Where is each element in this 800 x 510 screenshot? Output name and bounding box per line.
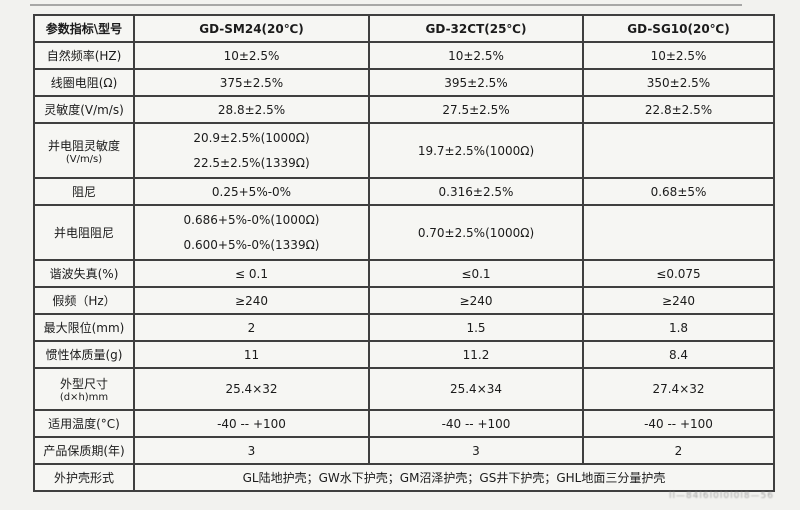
- row-label: 阻尼: [33, 177, 135, 206]
- spec-cell: 0.68±5%: [582, 177, 775, 206]
- spec-cell: 20.9±2.5%(1000Ω) 22.5±2.5%(1339Ω): [133, 122, 370, 179]
- spec-cell: 27.5±2.5%: [368, 95, 584, 124]
- spec-value-line: 20.9±2.5%(1000Ω): [193, 131, 310, 145]
- row-label-line1: 并电阻灵敏度: [47, 138, 120, 153]
- table-row-dimensions: 外型尺寸 (d×h)mm 25.4×32 25.4×34 27.4×32: [33, 367, 775, 411]
- spec-cell-case-types: GL陆地护壳；GW水下护壳；GM沼泽护壳；GS井下护壳；GHL地面三分量护壳: [133, 463, 775, 492]
- spec-cell: ≥240: [582, 286, 775, 315]
- table-row-max-excursion: 最大限位(mm) 2 1.5 1.8: [33, 313, 775, 342]
- spec-cell: 3: [368, 436, 584, 465]
- spec-cell: 25.4×32: [133, 367, 370, 411]
- spec-value-stack: 0.686+5%-0%(1000Ω) 0.600+5%-0%(1339Ω): [139, 213, 364, 252]
- row-label: 惯性体质量(g): [33, 340, 135, 369]
- table-row-damping: 阻尼 0.25+5%-0% 0.316±2.5% 0.68±5%: [33, 177, 775, 206]
- table-row-moving-mass: 惯性体质量(g) 11 11.2 8.4: [33, 340, 775, 369]
- row-label: 产品保质期(年): [33, 436, 135, 465]
- row-label: 并电阻阻尼: [33, 204, 135, 261]
- table-row-sensitivity: 灵敏度(V/m/s) 28.8±2.5% 27.5±2.5% 22.8±2.5%: [33, 95, 775, 124]
- spec-cell: ≤0.075: [582, 259, 775, 288]
- table-row-coil-resistance: 线圈电阻(Ω) 375±2.5% 395±2.5% 350±2.5%: [33, 68, 775, 97]
- spec-cell: -40 -- +100: [133, 409, 370, 438]
- spec-cell: -40 -- +100: [582, 409, 775, 438]
- row-label: 假频（Hz）: [33, 286, 135, 315]
- spec-cell: 2: [582, 436, 775, 465]
- spec-cell: 10±2.5%: [133, 41, 370, 70]
- spec-cell: 27.4×32: [582, 367, 775, 411]
- row-label: 适用温度(°C): [33, 409, 135, 438]
- row-label-line2: (V/m/s): [65, 153, 103, 165]
- spec-value-line: 0.600+5%-0%(1339Ω): [183, 238, 320, 252]
- row-label: 自然频率(HZ): [33, 41, 135, 70]
- spec-cell: 3: [133, 436, 370, 465]
- spec-cell: 0.316±2.5%: [368, 177, 584, 206]
- spec-value-line: 0.686+5%-0%(1000Ω): [183, 213, 320, 227]
- header-model-gd-32ct: GD-32CT(25℃): [368, 14, 584, 43]
- spec-cell: 0.686+5%-0%(1000Ω) 0.600+5%-0%(1339Ω): [133, 204, 370, 261]
- spec-value-stack: 20.9±2.5%(1000Ω) 22.5±2.5%(1339Ω): [139, 131, 364, 170]
- spec-cell: 25.4×34: [368, 367, 584, 411]
- spec-cell: 395±2.5%: [368, 68, 584, 97]
- spec-cell: 2: [133, 313, 370, 342]
- row-label: 灵敏度(V/m/s): [33, 95, 135, 124]
- table-row-natural-frequency: 自然频率(HZ) 10±2.5% 10±2.5% 10±2.5%: [33, 41, 775, 70]
- spec-cell-empty: [582, 204, 775, 261]
- spec-cell: 350±2.5%: [582, 68, 775, 97]
- row-label: 外型尺寸 (d×h)mm: [33, 367, 135, 411]
- table-row-harmonic-distortion: 谐波失真(%) ≤ 0.1 ≤0.1 ≤0.075: [33, 259, 775, 288]
- row-label: 外护壳形式: [33, 463, 135, 492]
- scan-artifact-line: [30, 4, 742, 6]
- spec-cell: 1.5: [368, 313, 584, 342]
- table-row-case-types: 外护壳形式 GL陆地护壳；GW水下护壳；GM沼泽护壳；GS井下护壳；GHL地面三…: [33, 463, 775, 492]
- spec-cell: 0.70±2.5%(1000Ω): [368, 204, 584, 261]
- spec-cell: 19.7±2.5%(1000Ω): [368, 122, 584, 179]
- spec-cell: 1.8: [582, 313, 775, 342]
- table-row-shunt-damping: 并电阻阻尼 0.686+5%-0%(1000Ω) 0.600+5%-0%(133…: [33, 204, 775, 261]
- spec-cell: ≤0.1: [368, 259, 584, 288]
- spec-cell: 0.25+5%-0%: [133, 177, 370, 206]
- spec-cell: 10±2.5%: [582, 41, 775, 70]
- spec-cell: 28.8±2.5%: [133, 95, 370, 124]
- row-label: 谐波失真(%): [33, 259, 135, 288]
- table-row-spurious-frequency: 假频（Hz） ≥240 ≥240 ≥240: [33, 286, 775, 315]
- row-label-line1: 外型尺寸: [59, 377, 108, 391]
- row-label: 线圈电阻(Ω): [33, 68, 135, 97]
- spec-cell: 375±2.5%: [133, 68, 370, 97]
- table-header-row: 参数指标\型号 GD-SM24(20℃) GD-32CT(25℃) GD-SG1…: [33, 14, 775, 43]
- row-label-line2: (d×h)mm: [59, 392, 109, 403]
- table-row-shunt-sensitivity: 并电阻灵敏度 (V/m/s) 20.9±2.5%(1000Ω) 22.5±2.5…: [33, 122, 775, 179]
- spec-table: 参数指标\型号 GD-SM24(20℃) GD-32CT(25℃) GD-SG1…: [33, 14, 775, 492]
- header-model-gd-sg10: GD-SG10(20℃): [582, 14, 775, 43]
- row-label: 并电阻灵敏度 (V/m/s): [33, 122, 135, 179]
- spec-cell: -40 -- +100: [368, 409, 584, 438]
- spec-cell-empty: [582, 122, 775, 179]
- header-params-model-label: 参数指标\型号: [33, 14, 135, 43]
- spec-cell: 10±2.5%: [368, 41, 584, 70]
- spec-cell: ≥240: [368, 286, 584, 315]
- header-model-gd-sm24: GD-SM24(20℃): [133, 14, 370, 43]
- spec-cell: ≤ 0.1: [133, 259, 370, 288]
- watermark: ll—84l6l0l0l0l8—56: [668, 491, 774, 501]
- table-row-shelf-life: 产品保质期(年) 3 3 2: [33, 436, 775, 465]
- spec-value-line: 22.5±2.5%(1339Ω): [193, 156, 310, 170]
- table-row-operating-temperature: 适用温度(°C) -40 -- +100 -40 -- +100 -40 -- …: [33, 409, 775, 438]
- spec-cell: 22.8±2.5%: [582, 95, 775, 124]
- row-label: 最大限位(mm): [33, 313, 135, 342]
- spec-cell: 11.2: [368, 340, 584, 369]
- spec-cell: 11: [133, 340, 370, 369]
- spec-cell: 8.4: [582, 340, 775, 369]
- spec-cell: ≥240: [133, 286, 370, 315]
